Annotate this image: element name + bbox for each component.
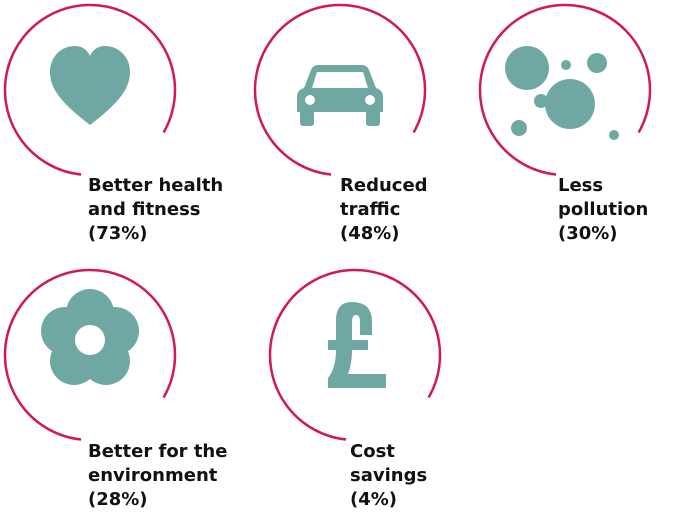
item-label: savings [350, 465, 427, 486]
circle-arc [478, 3, 652, 176]
item-share: (48%) [340, 223, 400, 244]
item-label: pollution [558, 199, 648, 220]
item-share: (4%) [350, 489, 397, 510]
circle-arc [3, 268, 177, 441]
flower-icon [41, 289, 139, 385]
pollution-icon [505, 46, 619, 140]
heart-icon [50, 46, 130, 125]
item-share: (73%) [88, 223, 148, 244]
circle-arc [253, 3, 427, 176]
item-label: Reduced [340, 175, 428, 196]
item-label: Better health [88, 175, 223, 196]
car-icon [297, 65, 383, 126]
item-label: Less [558, 175, 603, 196]
pound-icon [328, 302, 386, 388]
item-share: (28%) [88, 489, 148, 510]
item-label: traffic [340, 199, 400, 220]
circle-arc [268, 268, 442, 441]
item-label: environment [88, 465, 218, 486]
item-label: and fitness [88, 199, 201, 220]
circle-arc [3, 3, 177, 176]
item-share: (30%) [558, 223, 618, 244]
item-label: Cost [350, 441, 395, 462]
item-label: Better for the [88, 441, 227, 462]
